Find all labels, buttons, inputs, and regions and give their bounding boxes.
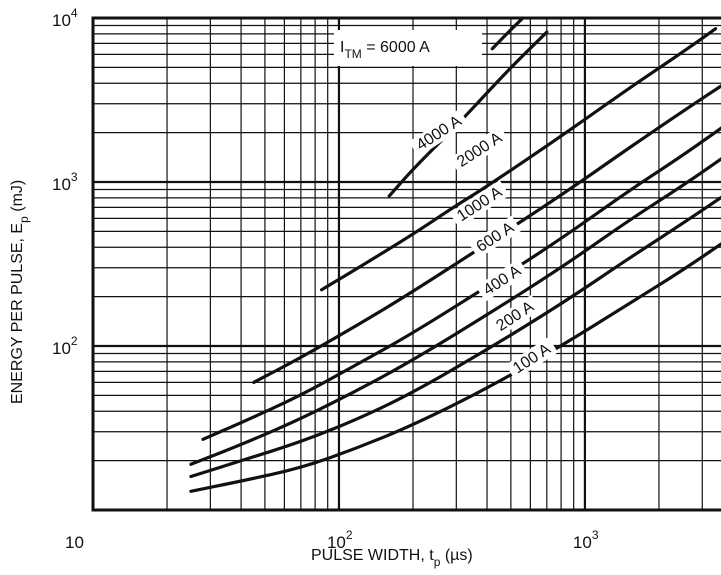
curve-label-bg [488,294,542,338]
series-line-200a [189,195,721,479]
legend-header: ITM = 6000 A [334,30,482,66]
y-tick-label: 102 [52,334,78,358]
legend-header-suffix: = 6000 A [362,39,430,56]
y-axis-title-sub: p [17,216,31,223]
legend-header-box [334,30,482,66]
y-tick-base: 10 [52,339,71,358]
x-tick-base: 10 [327,533,346,552]
y-axis-title: ENERGY PER PULSE, Ep (mJ) [9,180,31,404]
curve-label-bg [449,180,510,228]
series-line-4000a [387,30,549,198]
x-axis-title: PULSE WIDTH, tp (µs) [311,547,473,569]
curve-label-bg [468,215,522,259]
series-line-100a [189,242,721,493]
y-tick-exp: 4 [71,6,78,20]
x-tick-label: 10 [65,533,84,552]
y-tick-exp: 2 [71,334,78,348]
curve-label-bg [475,258,529,302]
x-tick-base: 10 [573,533,592,552]
curve-label: 4000 A [414,112,465,154]
series-line-2000a [320,27,718,292]
x-tick-base: 10 [65,533,84,552]
x-tick-exp: 2 [346,528,353,542]
curve-label-bg [449,125,510,174]
curve-label-bg [505,337,559,380]
legend-header-sub: TM [344,47,361,61]
x-axis-title-sub: p [434,555,441,569]
plot-frame [91,16,721,512]
x-tick-label: 103 [573,528,599,552]
grid [91,16,721,512]
curve-label-group: 100 A [505,337,559,380]
x-axis-title-main: PULSE WIDTH, t [311,547,434,564]
x-tick-exp: 3 [592,528,599,542]
svg-text:ITM = 6000 A: ITM = 6000 A [340,39,430,61]
y-tick-base: 10 [52,175,71,194]
y-tick-label: 104 [52,6,78,30]
series-line-400a [189,157,721,466]
y-tick-label: 103 [52,170,78,194]
x-tick-label: 102 [327,528,353,552]
x-axis-title-unit: (µs) [440,547,472,564]
curve-label-group: 600 A [468,215,522,259]
y-tick-exp: 3 [71,170,78,184]
legend-header-main: I [340,39,344,56]
y-tick-base: 10 [52,11,71,30]
curve-label-bg [408,109,469,157]
y-axis-title-unit: (mJ) [9,180,26,216]
curve-label: 2000 A [454,129,505,171]
y-axis-title-main: ENERGY PER PULSE, E [9,223,26,404]
series-line-600a [201,126,721,441]
